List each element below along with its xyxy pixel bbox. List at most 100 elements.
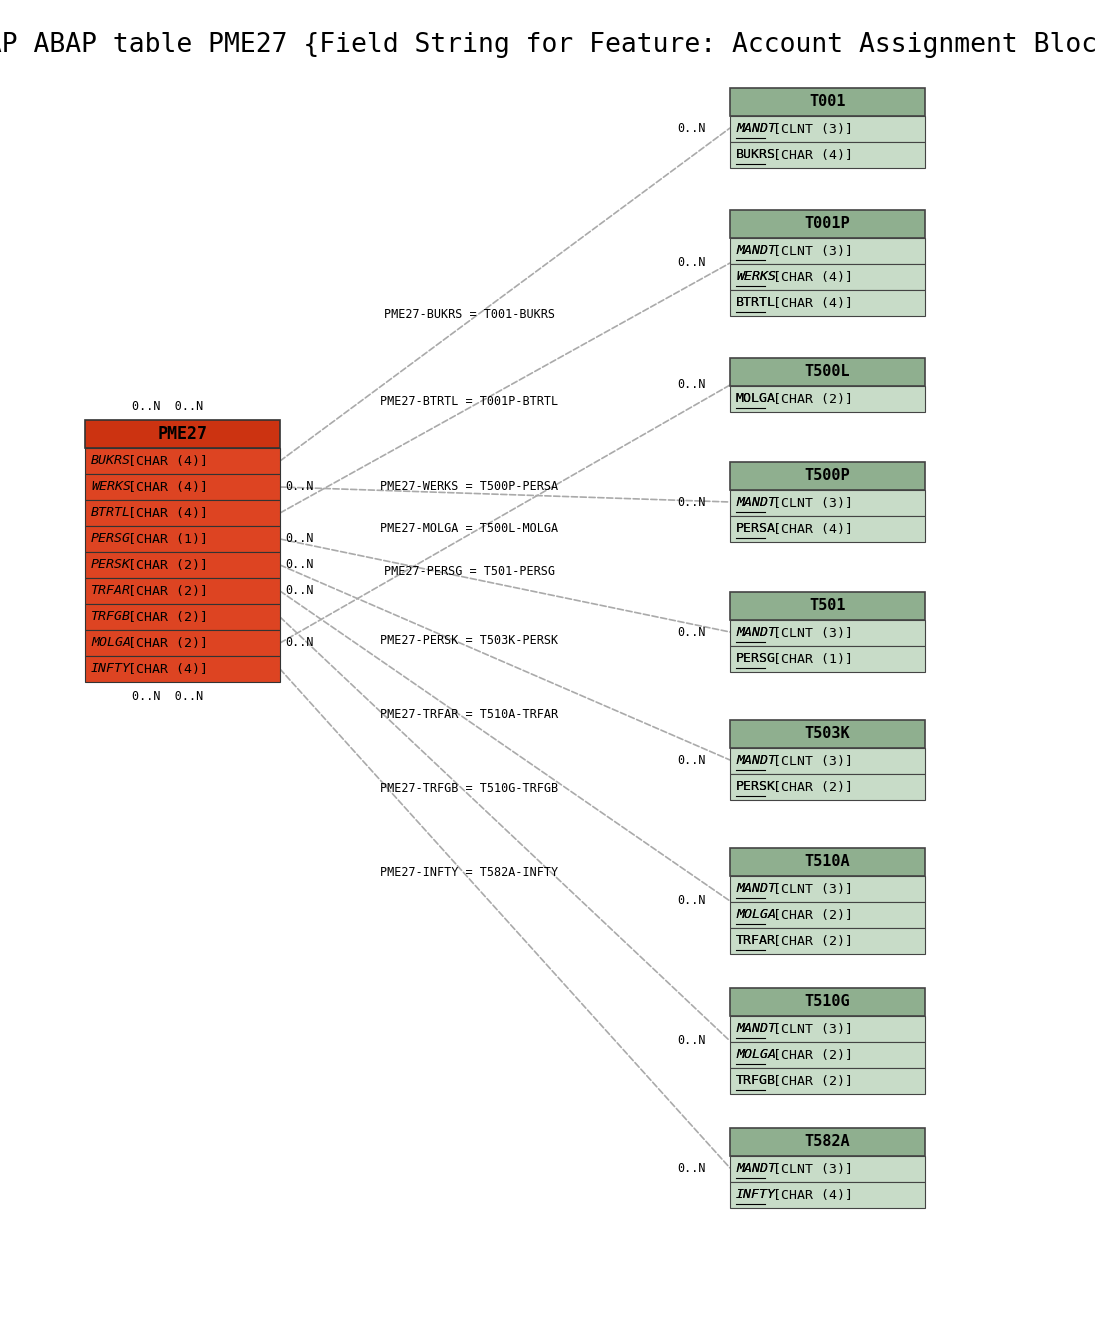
Text: 0..N: 0..N [285, 559, 313, 571]
Text: MOLGA: MOLGA [736, 1048, 776, 1062]
Text: PERSA: PERSA [736, 523, 776, 535]
Text: [CHAR (4)]: [CHAR (4)] [121, 454, 209, 468]
Bar [730, 1181, 925, 1208]
Text: MANDT: MANDT [736, 754, 776, 767]
Text: [CHAR (4)]: [CHAR (4)] [765, 148, 854, 161]
Text: [CHAR (4)]: [CHAR (4)] [121, 481, 209, 493]
Text: T503K: T503K [804, 727, 851, 742]
Bar [730, 927, 925, 954]
Text: MOLGA: MOLGA [736, 909, 776, 922]
Text: PERSK: PERSK [736, 781, 776, 793]
Text: 0..N  0..N: 0..N 0..N [132, 689, 203, 703]
Bar [85, 578, 280, 603]
Bar [730, 1016, 925, 1042]
Bar [85, 500, 280, 526]
Text: 0..N: 0..N [285, 532, 313, 546]
Text: [CHAR (4)]: [CHAR (4)] [121, 507, 209, 520]
Text: [CLNT (3)]: [CLNT (3)] [765, 1163, 854, 1176]
Text: PME27-MOLGA = T500L-MOLGA: PME27-MOLGA = T500L-MOLGA [380, 521, 558, 535]
Text: T510A: T510A [804, 855, 851, 870]
Text: BUKRS: BUKRS [736, 148, 776, 161]
Text: T510G: T510G [804, 995, 851, 1009]
Text: MANDT: MANDT [736, 883, 776, 895]
Text: PME27-BTRTL = T001P-BTRTL: PME27-BTRTL = T001P-BTRTL [380, 395, 558, 409]
Text: [CHAR (2)]: [CHAR (2)] [765, 392, 854, 406]
Text: PERSK: PERSK [736, 781, 776, 793]
Text: MANDT: MANDT [736, 1163, 776, 1176]
Text: MANDT: MANDT [736, 496, 776, 509]
Text: [CHAR (2)]: [CHAR (2)] [765, 781, 854, 793]
Bar [730, 142, 925, 168]
Text: [CLNT (3)]: [CLNT (3)] [765, 1023, 854, 1035]
Text: 0..N: 0..N [678, 257, 707, 270]
Text: [CHAR (1)]: [CHAR (1)] [765, 652, 854, 665]
Text: [CHAR (1)]: [CHAR (1)] [121, 532, 209, 546]
Bar [730, 646, 925, 672]
Text: [CHAR (2)]: [CHAR (2)] [765, 1074, 854, 1087]
Text: [CHAR (2)]: [CHAR (2)] [765, 934, 854, 948]
Text: PERSG: PERSG [736, 652, 776, 665]
Text: BTRTL: BTRTL [736, 297, 776, 309]
Text: MOLGA: MOLGA [736, 909, 776, 922]
Text: 0..N: 0..N [285, 481, 313, 493]
Bar [85, 419, 280, 448]
Text: [CHAR (4)]: [CHAR (4)] [765, 297, 854, 309]
Text: TRFGB: TRFGB [736, 1074, 776, 1087]
Text: MANDT: MANDT [736, 626, 776, 640]
Text: T500P: T500P [804, 469, 851, 484]
Bar [85, 474, 280, 500]
Text: [CHAR (4)]: [CHAR (4)] [765, 270, 854, 284]
Text: MOLGA: MOLGA [736, 1048, 776, 1062]
Text: 0..N: 0..N [678, 379, 707, 391]
Text: T501: T501 [809, 598, 846, 613]
Text: PERSG: PERSG [736, 652, 776, 665]
Text: TRFAR: TRFAR [91, 585, 131, 598]
Bar [730, 116, 925, 142]
Text: WERKS: WERKS [91, 481, 131, 493]
Bar [730, 749, 925, 774]
Text: MANDT: MANDT [736, 122, 776, 136]
Bar [730, 1068, 925, 1094]
Text: MOLGA: MOLGA [736, 392, 776, 406]
Text: [CLNT (3)]: [CLNT (3)] [765, 122, 854, 136]
Text: PME27-TRFGB = T510G-TRFGB: PME27-TRFGB = T510G-TRFGB [380, 782, 558, 796]
Bar [85, 630, 280, 656]
Text: 0..N: 0..N [678, 754, 707, 766]
Bar [730, 386, 925, 413]
Bar [730, 1128, 925, 1156]
Bar [730, 491, 925, 516]
Bar [85, 603, 280, 630]
Text: [CLNT (3)]: [CLNT (3)] [765, 626, 854, 640]
Bar [730, 358, 925, 386]
Text: 0..N: 0..N [678, 625, 707, 638]
Text: MOLGA: MOLGA [736, 392, 776, 406]
Text: [CHAR (2)]: [CHAR (2)] [121, 585, 209, 598]
Text: MANDT: MANDT [736, 883, 776, 895]
Text: T500L: T500L [804, 364, 851, 379]
Bar [730, 876, 925, 902]
Bar [730, 263, 925, 290]
Bar [730, 1156, 925, 1181]
Bar [730, 238, 925, 263]
Text: MANDT: MANDT [736, 1163, 776, 1176]
Bar [85, 656, 280, 681]
Text: [CHAR (2)]: [CHAR (2)] [121, 637, 209, 649]
Bar [730, 462, 925, 491]
Text: 0..N: 0..N [678, 1161, 707, 1175]
Text: [CLNT (3)]: [CLNT (3)] [765, 754, 854, 767]
Text: [CHAR (4)]: [CHAR (4)] [765, 523, 854, 535]
Text: PME27-BUKRS = T001-BUKRS: PME27-BUKRS = T001-BUKRS [384, 308, 555, 321]
Bar [730, 210, 925, 238]
Text: T001P: T001P [804, 216, 851, 231]
Text: INFTY: INFTY [736, 1188, 776, 1202]
Text: T001: T001 [809, 94, 846, 109]
Text: 0..N: 0..N [285, 637, 313, 649]
Text: PERSA: PERSA [736, 523, 776, 535]
Bar [730, 620, 925, 646]
Text: [CHAR (2)]: [CHAR (2)] [765, 909, 854, 922]
Bar [730, 290, 925, 316]
Text: MANDT: MANDT [736, 245, 776, 258]
Text: [CLNT (3)]: [CLNT (3)] [765, 883, 854, 895]
Text: MANDT: MANDT [736, 245, 776, 258]
Text: MANDT: MANDT [736, 1023, 776, 1035]
